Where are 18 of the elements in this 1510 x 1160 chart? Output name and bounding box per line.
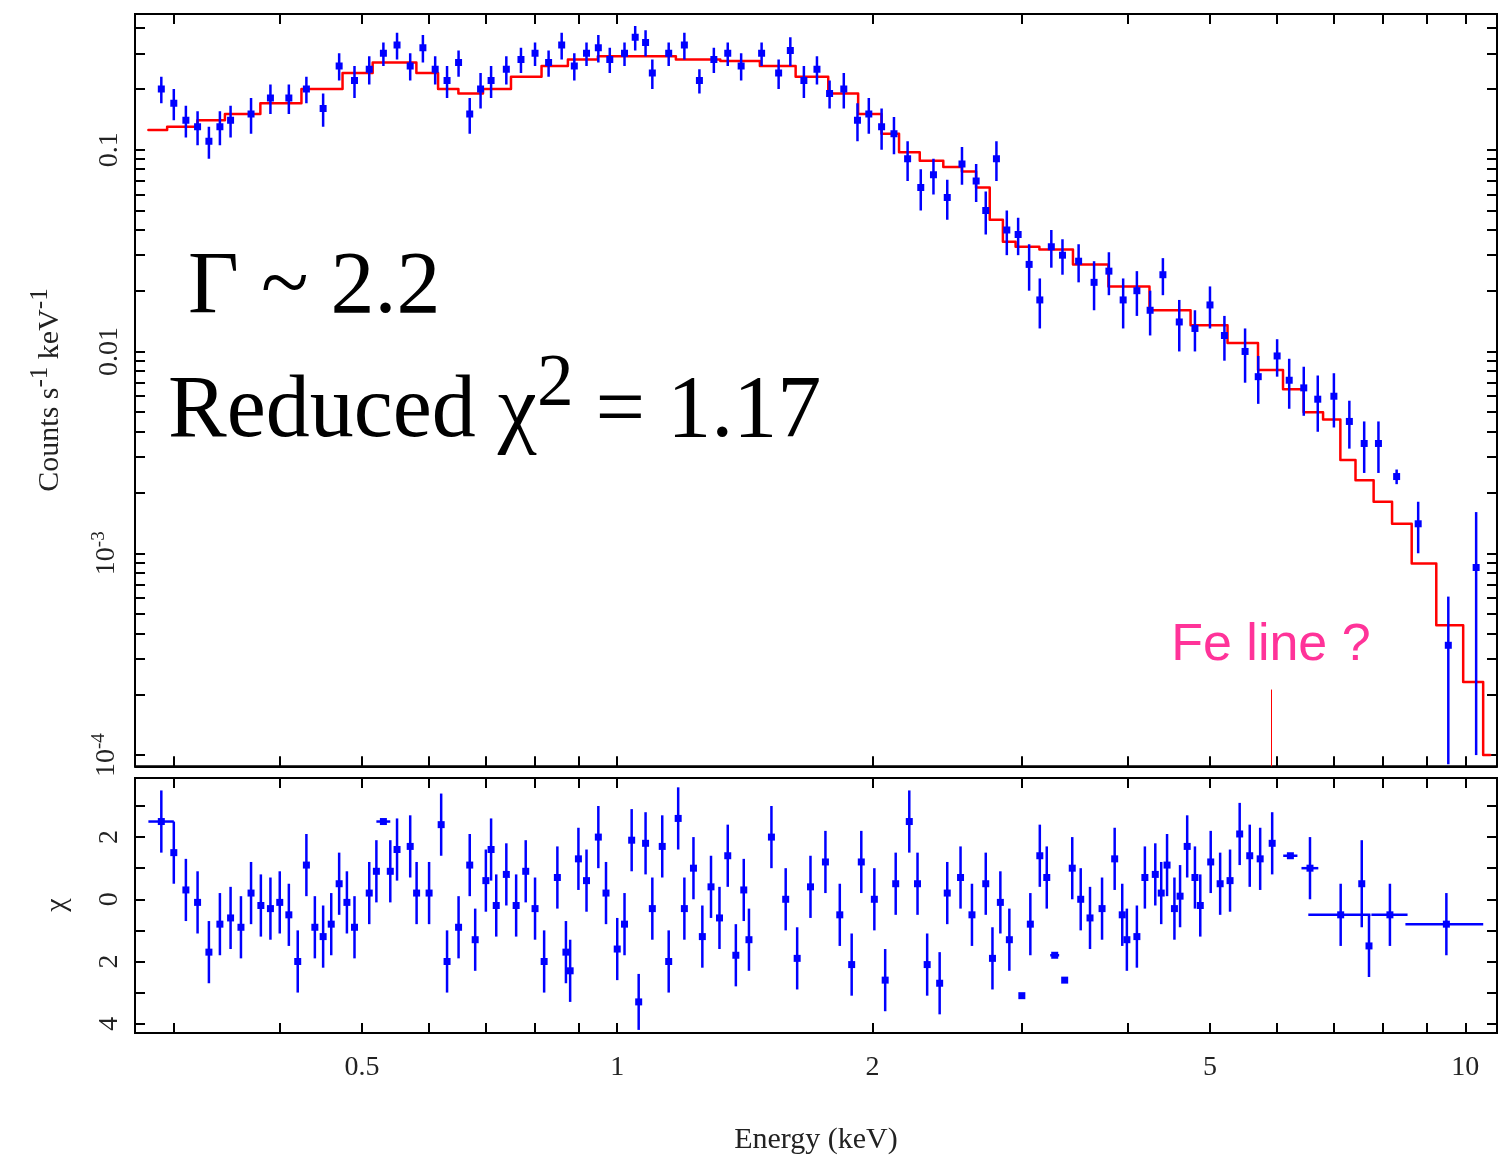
y-tick-label: 2 [91, 830, 123, 845]
y-tick-label: 0.01 [91, 326, 123, 376]
y-axis-title: χ [38, 898, 72, 912]
x-tick-label: 1 [610, 1049, 625, 1081]
y-tick-label: 2 [91, 954, 123, 969]
annotation: Γ ~ 2.2 [188, 232, 441, 333]
y-tick-label: 10-3 [87, 531, 120, 576]
y-tick-label: 4 [91, 1016, 123, 1031]
annotation: Reduced χ$^{2}$ = 1.17 [168, 339, 822, 457]
x-tick-label: 0.5 [344, 1049, 380, 1081]
y-tick-label: 10-4 [87, 732, 120, 777]
x-tick-label: 10 [1451, 1049, 1480, 1081]
x-tick-label: 5 [1202, 1049, 1217, 1081]
y-tick-label: 0 [91, 892, 123, 907]
x-axis-title: Energy (keV) [734, 1121, 898, 1155]
y-tick-label: 0.1 [91, 132, 123, 168]
ref-line-label: Fe line ? [1171, 612, 1371, 671]
x-tick-label: 2 [865, 1049, 880, 1081]
